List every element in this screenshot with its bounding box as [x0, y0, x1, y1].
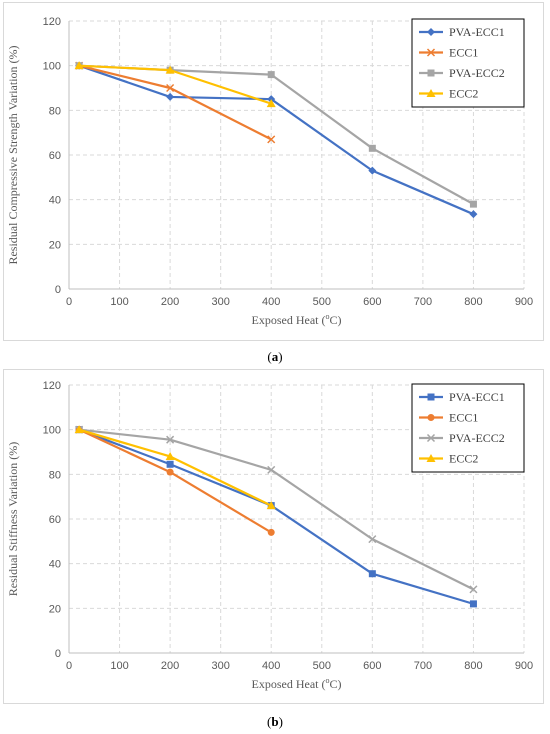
caption-b: (b)	[267, 714, 283, 729]
y-tick-label: 80	[49, 105, 61, 117]
y-tick-label: 60	[49, 150, 61, 162]
y-tick-label: 0	[55, 284, 61, 296]
x-tick-label: 100	[110, 660, 128, 672]
x-tick-label: 0	[66, 660, 72, 672]
legend-marker	[426, 454, 436, 462]
x-tick-label: 400	[262, 660, 280, 672]
data-point	[469, 210, 478, 219]
legend-entry: PVA-ECC2	[449, 66, 505, 80]
data-point	[266, 501, 276, 510]
x-tick-label: 500	[313, 660, 331, 672]
legend-marker	[426, 89, 436, 97]
legend-marker	[427, 393, 435, 401]
legend: PVA-ECC1 ECC1 PVA-ECC2 ECC2	[411, 383, 525, 473]
x-tick-label: 900	[515, 296, 533, 308]
y-tick-label: 100	[43, 61, 61, 73]
legend-marker	[426, 433, 436, 443]
x-tick-label: 100	[110, 296, 128, 308]
y-tick-label: 120	[43, 380, 61, 392]
data-point	[368, 166, 377, 175]
y-tick-label: 40	[49, 559, 61, 571]
x-tick-label: 800	[464, 660, 482, 672]
x-tick-label: 200	[161, 296, 179, 308]
caption-a-label: a	[271, 349, 279, 364]
legend-entry: PVA-ECC1	[449, 25, 505, 39]
x-tick-label: 300	[211, 296, 229, 308]
data-point	[266, 99, 276, 108]
y-axis-title: Residual Compressive Strength Variation …	[6, 45, 20, 264]
x-tick-label: 500	[313, 296, 331, 308]
y-tick-label: 120	[43, 16, 61, 28]
legend-entry: ECC1	[449, 411, 478, 425]
data-point	[165, 451, 175, 460]
legend-entry: PVA-ECC1	[449, 390, 505, 404]
x-tick-label: 600	[363, 296, 381, 308]
x-tick-label: 300	[211, 660, 229, 672]
data-point	[166, 83, 175, 93]
y-axis-title: Residual Stiffness Variation (%)	[6, 442, 20, 597]
data-point	[165, 65, 175, 74]
data-point	[74, 61, 84, 70]
legend-entry: ECC2	[449, 452, 478, 466]
y-tick-label: 0	[55, 648, 61, 660]
y-tick-label: 20	[49, 603, 61, 615]
legend-marker	[427, 69, 435, 77]
chart-panel-a: 0 20 40 60 80 100 120 0 100 200 300 400 500 600 700 800…	[3, 2, 544, 341]
chart-a-svg: 0 20 40 60 80 100 120 0 100 200 300 400 500 600 700 800…	[6, 16, 533, 327]
legend-marker	[427, 28, 435, 36]
data-point	[267, 71, 275, 79]
data-point	[469, 600, 477, 608]
legend-entry: ECC2	[449, 87, 478, 101]
data-point	[166, 435, 175, 444]
x-tick-label: 700	[414, 296, 432, 308]
data-point	[166, 92, 175, 101]
y-tick-label: 40	[49, 195, 61, 207]
data-point	[267, 465, 276, 474]
data-point	[74, 425, 84, 434]
x-tick-label: 700	[414, 660, 432, 672]
x-tick-label: 900	[515, 660, 533, 672]
y-tick-label: 100	[43, 425, 61, 437]
data-point	[368, 144, 376, 152]
legend-entry: PVA-ECC2	[449, 431, 505, 445]
legend-marker	[426, 48, 436, 57]
data-point	[267, 528, 275, 536]
chart-b-svg: 0 20 40 60 80 100 120 0 100 200 300 400 500 600 700 800…	[6, 380, 533, 691]
series-ecc2	[74, 425, 276, 510]
data-point	[166, 468, 174, 476]
x-tick-label: 800	[464, 296, 482, 308]
chart-panel-b: 0 20 40 60 80 100 120 0 100 200 300 400 500 600 700 800…	[3, 369, 544, 704]
x-tick-label: 0	[66, 296, 72, 308]
data-point	[166, 460, 174, 468]
x-tick-label: 600	[363, 660, 381, 672]
data-point	[469, 585, 478, 594]
legend-entry: ECC1	[449, 46, 478, 60]
caption-b-label: b	[271, 714, 279, 729]
y-tick-label: 80	[49, 469, 61, 481]
x-tick-label: 200	[161, 660, 179, 672]
series-line	[78, 428, 272, 534]
data-point	[267, 135, 276, 144]
x-tick-label: 400	[262, 296, 280, 308]
data-point	[469, 200, 477, 208]
y-tick-label: 20	[49, 239, 61, 251]
x-axis-title: Exposed Heat (oC)	[252, 312, 342, 327]
x-axis-title: Exposed Heat (oC)	[252, 676, 342, 691]
series-ecc2	[74, 61, 276, 108]
caption-a: (a)	[267, 349, 283, 364]
y-tick-label: 60	[49, 514, 61, 526]
legend-marker	[427, 414, 435, 421]
legend: PVA-ECC1 ECC1 PVA-ECC2 ECC2	[411, 18, 525, 108]
data-point	[368, 570, 376, 578]
data-point	[368, 535, 377, 544]
